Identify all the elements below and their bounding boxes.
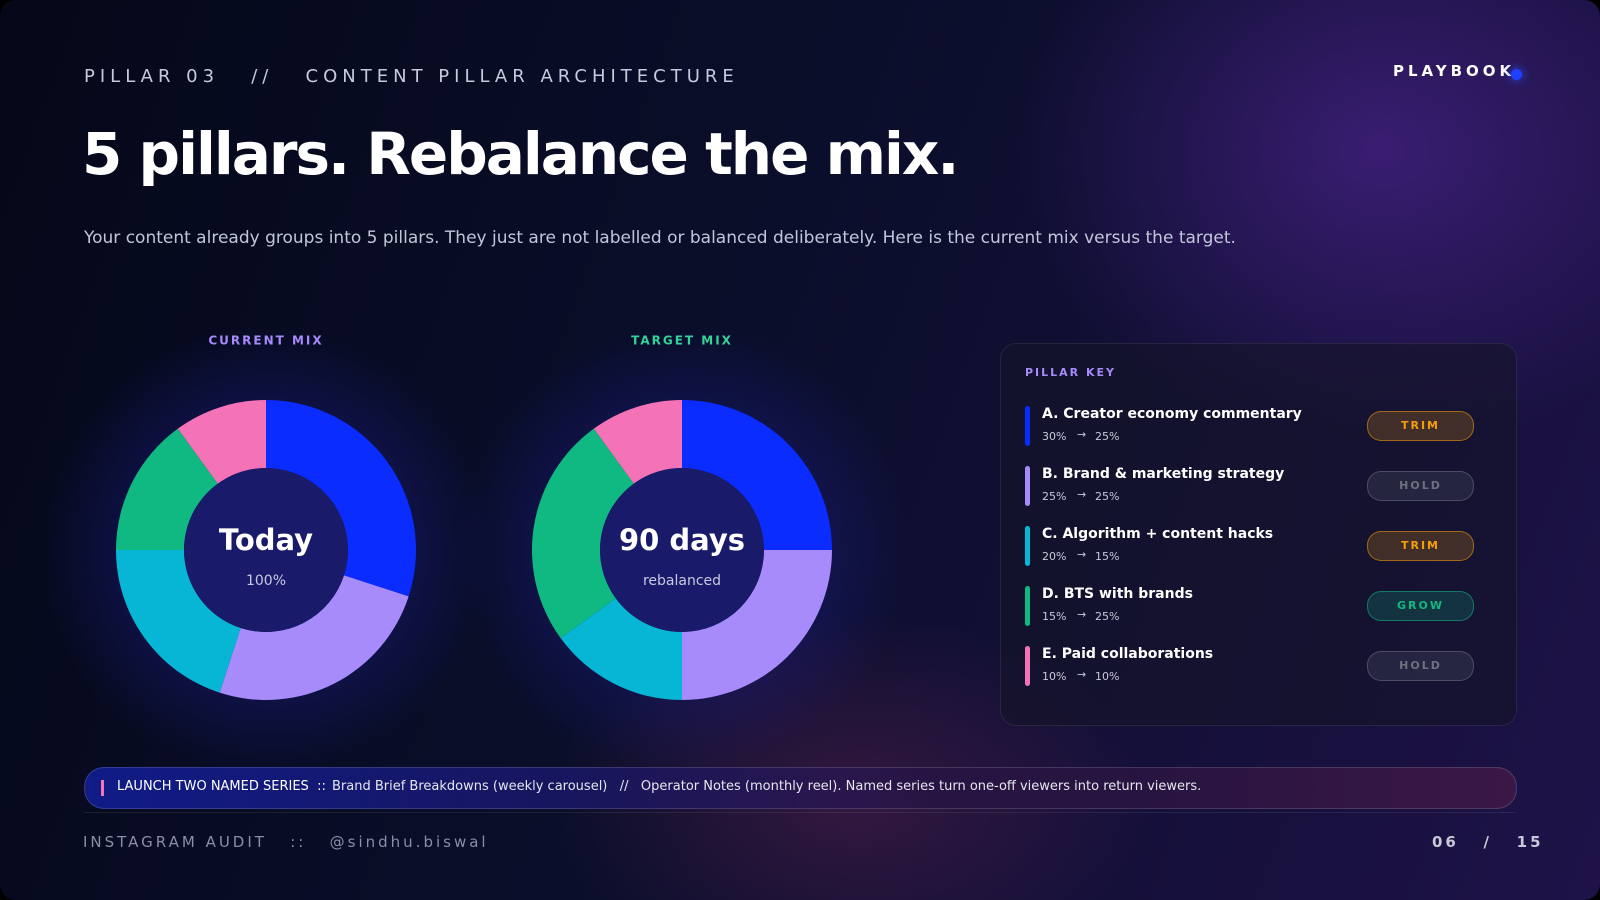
to-share: 15%	[1095, 550, 1120, 563]
banner: LAUNCH TWO NAMED SERIES :: Brand Brief B…	[84, 767, 1517, 809]
pillar-key: PILLAR KEY A. Creator economy commentary…	[1000, 343, 1517, 726]
chart-title: CURRENT MIX	[208, 334, 323, 348]
brand: PLAYBOOK	[1393, 62, 1516, 80]
from-share: 10%	[1042, 670, 1067, 683]
donut-segment	[593, 400, 682, 484]
from-share: 30%	[1042, 430, 1067, 443]
key-row: A. Creator economy commentary 30% → 25% TRIM	[1025, 404, 1485, 448]
center-sublabel: rebalanced	[643, 573, 721, 589]
center-sublabel: 100%	[246, 573, 286, 589]
from-share: 15%	[1042, 610, 1067, 623]
donut-segment	[682, 400, 832, 550]
key-row: C. Algorithm + content hacks 20% → 15% TRIM	[1025, 524, 1485, 568]
key-title: PILLAR KEY	[1025, 366, 1116, 379]
footer-left: INSTAGRAM AUDIT :: @sindhu.biswal	[83, 833, 489, 851]
charts: CURRENT MIX Today 100% TARGET MIX 90 days reb…	[116, 334, 832, 700]
page-number: 06 / 15	[1432, 833, 1544, 851]
donut-segment	[266, 400, 416, 597]
pillar-name: A. Creator economy commentary	[1042, 406, 1302, 422]
color-bar	[1025, 406, 1030, 446]
pillar-name: B. Brand & marketing strategy	[1042, 466, 1285, 482]
color-bar	[1025, 586, 1030, 626]
key-row: D. BTS with brands 15% → 25% GROW	[1025, 584, 1485, 628]
chart-title: TARGET MIX	[631, 334, 733, 348]
title: 5 pillars. Rebalance the mix.	[82, 120, 959, 188]
action-badge: HOLD	[1367, 471, 1474, 501]
divider	[84, 812, 1515, 813]
color-bar	[1025, 646, 1030, 686]
donut-segment	[532, 428, 634, 639]
donut-segment	[177, 400, 266, 484]
to-share: 10%	[1095, 670, 1120, 683]
key-row: B. Brand & marketing strategy 25% → 25% HOLD	[1025, 464, 1485, 508]
action-badge: TRIM	[1367, 411, 1474, 441]
donut-segment	[219, 575, 409, 700]
banner-text: Brand Brief Breakdowns (weekly carousel)…	[332, 779, 1202, 794]
donut-hole	[600, 468, 764, 632]
pillar-name: D. BTS with brands	[1042, 586, 1193, 602]
from-share: 25%	[1042, 490, 1067, 503]
arrow: →	[1077, 548, 1087, 561]
banner-mark	[101, 780, 104, 796]
center-label: Today	[219, 523, 313, 557]
donut-segment	[116, 428, 218, 550]
from-share: 20%	[1042, 550, 1067, 563]
arrow: →	[1077, 488, 1087, 501]
banner-lead: LAUNCH TWO NAMED SERIES ::	[117, 779, 326, 794]
arrow: →	[1077, 608, 1087, 621]
pillar-name: C. Algorithm + content hacks	[1042, 526, 1274, 542]
donut-hole	[184, 468, 348, 632]
to-share: 25%	[1095, 490, 1120, 503]
key-row: E. Paid collaborations 10% → 10% HOLD	[1025, 644, 1485, 688]
subtitle: Your content already groups into 5 pilla…	[84, 228, 1236, 248]
to-share: 25%	[1095, 610, 1120, 623]
color-bar	[1025, 526, 1030, 566]
donut-segment	[116, 550, 241, 693]
brand-dot	[1511, 69, 1522, 80]
action-badge: GROW	[1367, 591, 1474, 621]
donut-segment	[682, 550, 832, 700]
pillar-name: E. Paid collaborations	[1042, 646, 1214, 662]
arrow: →	[1077, 668, 1087, 681]
donut-segment	[560, 598, 682, 700]
to-share: 25%	[1095, 430, 1120, 443]
arrow: →	[1077, 428, 1087, 441]
eyebrow: PILLAR 03 // CONTENT PILLAR ARCHITECTURE	[84, 66, 739, 87]
center-label: 90 days	[619, 523, 745, 557]
action-badge: HOLD	[1367, 651, 1474, 681]
action-badge: TRIM	[1367, 531, 1474, 561]
color-bar	[1025, 466, 1030, 506]
